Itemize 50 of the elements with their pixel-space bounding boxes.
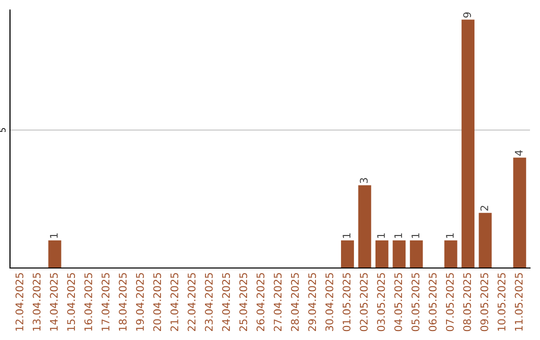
bar bbox=[392, 240, 406, 268]
data-label: 9 bbox=[463, 12, 472, 18]
data-label: 3 bbox=[360, 178, 368, 184]
x-tick-label: 01.05.2025 bbox=[342, 273, 351, 332]
x-tick-label: 04.05.2025 bbox=[394, 273, 402, 332]
bar bbox=[513, 158, 526, 268]
x-tick-label: 10.05.2025 bbox=[498, 273, 506, 331]
x-tick-label: 05.05.2025 bbox=[412, 273, 420, 332]
x-tick-label: 06.05.2025 bbox=[428, 273, 437, 332]
x-tick-label: 02.05.2025 bbox=[360, 273, 368, 332]
x-tick-label: 18.04.2025 bbox=[118, 273, 127, 331]
x-tick-label: 25.04.2025 bbox=[239, 273, 248, 332]
bar bbox=[375, 240, 388, 268]
x-tick-label: 27.04.2025 bbox=[274, 273, 282, 332]
bar bbox=[410, 240, 423, 268]
x-tick-label: 28.04.2025 bbox=[290, 273, 299, 332]
x-tick-label: 12.04.2025 bbox=[15, 273, 24, 331]
x-tick-label: 29.04.2025 bbox=[308, 273, 316, 332]
x-tick-label: 13.04.2025 bbox=[32, 273, 41, 331]
data-label: 1 bbox=[50, 233, 58, 238]
x-tick-label: 07.05.2025 bbox=[446, 273, 454, 332]
x-tick-label: 21.04.2025 bbox=[170, 273, 178, 332]
bar bbox=[462, 20, 474, 268]
data-label: 4 bbox=[514, 150, 523, 156]
x-tick-label: 23.04.2025 bbox=[204, 273, 213, 332]
x-tick-label: 30.04.2025 bbox=[325, 273, 334, 332]
data-label: 1 bbox=[342, 233, 350, 238]
data-label: 1 bbox=[412, 233, 420, 238]
x-tick-label: 15.04.2025 bbox=[67, 273, 76, 331]
data-label: 1 bbox=[394, 233, 402, 238]
x-tick-label: 20.04.2025 bbox=[153, 273, 162, 332]
data-label: 1 bbox=[446, 233, 454, 238]
x-tick-label: 09.05.2025 bbox=[480, 273, 488, 332]
data-label: 2 bbox=[480, 206, 488, 211]
bar bbox=[358, 185, 372, 268]
data-label: 1 bbox=[377, 233, 385, 238]
x-tick-label: 26.04.2025 bbox=[256, 273, 264, 332]
x-tick-label: 03.05.2025 bbox=[377, 273, 385, 332]
bar bbox=[444, 240, 458, 268]
x-tick-label: 11.05.2025 bbox=[514, 273, 523, 331]
x-tick-label: 22.04.2025 bbox=[188, 273, 196, 332]
bar bbox=[478, 212, 492, 268]
x-tick-label: 14.04.2025 bbox=[50, 273, 58, 331]
x-tick-label: 16.04.2025 bbox=[84, 273, 92, 331]
x-tick-label: 17.04.2025 bbox=[102, 273, 110, 331]
x-tick-label: 24.04.2025 bbox=[222, 273, 230, 332]
x-tick-label: 19.04.2025 bbox=[136, 273, 144, 331]
bar bbox=[341, 240, 354, 268]
bar bbox=[48, 240, 62, 268]
x-tick-label: 08.05.2025 bbox=[463, 273, 472, 332]
